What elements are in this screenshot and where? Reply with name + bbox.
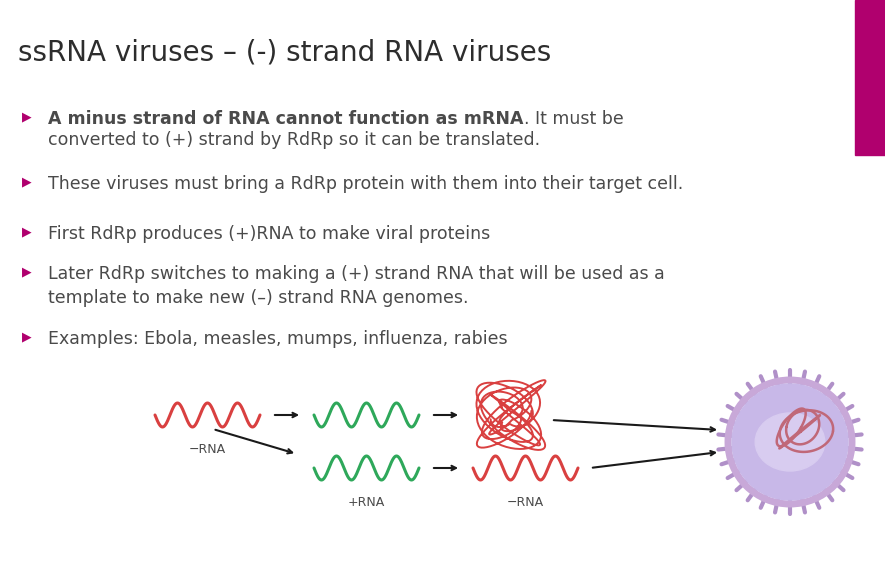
Text: ▶: ▶ — [22, 330, 32, 343]
Text: First RdRp produces (+)RNA to make viral proteins: First RdRp produces (+)RNA to make viral… — [48, 225, 490, 243]
Ellipse shape — [755, 413, 825, 471]
Text: ▶: ▶ — [22, 110, 32, 123]
Bar — [855, 0, 885, 155]
Text: These viruses must bring a RdRp protein with them into their target cell.: These viruses must bring a RdRp protein … — [48, 175, 683, 193]
Text: −RNA: −RNA — [507, 496, 544, 509]
Text: Examples: Ebola, measles, mumps, influenza, rabies: Examples: Ebola, measles, mumps, influen… — [48, 330, 508, 348]
Text: +RNA: +RNA — [348, 496, 385, 509]
Text: converted to (+) strand by RdRp so it can be translated.: converted to (+) strand by RdRp so it ca… — [48, 131, 540, 149]
Text: Later RdRp switches to making a (+) strand RNA that will be used as a
template t: Later RdRp switches to making a (+) stra… — [48, 265, 665, 307]
Text: ▶: ▶ — [22, 225, 32, 238]
Text: −RNA: −RNA — [189, 443, 226, 456]
Text: . It must be: . It must be — [524, 110, 623, 128]
Text: ssRNA viruses – (-) strand RNA viruses: ssRNA viruses – (-) strand RNA viruses — [18, 38, 551, 66]
Text: ▶: ▶ — [22, 265, 32, 278]
Circle shape — [732, 384, 848, 500]
Text: A minus strand of RNA cannot function as mRNA: A minus strand of RNA cannot function as… — [48, 110, 524, 128]
Text: ▶: ▶ — [22, 175, 32, 188]
